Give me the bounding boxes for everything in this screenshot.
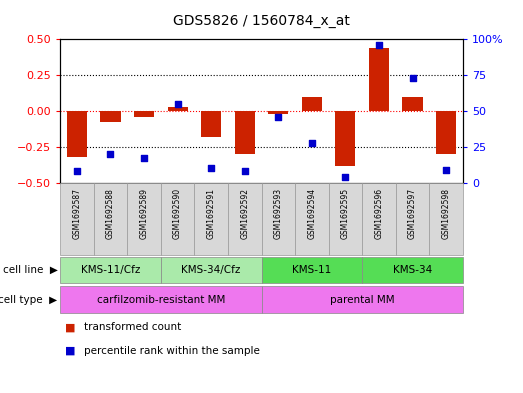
Text: GSM1692598: GSM1692598 — [441, 188, 451, 239]
Point — [442, 167, 450, 173]
Text: carfilzomib-resistant MM: carfilzomib-resistant MM — [97, 295, 225, 305]
Text: KMS-11: KMS-11 — [292, 265, 332, 275]
Bar — [60, 286, 262, 313]
Point — [408, 75, 417, 81]
Text: GSM1692594: GSM1692594 — [308, 188, 316, 239]
Bar — [295, 183, 328, 255]
Text: ■: ■ — [65, 346, 76, 356]
Text: GSM1692596: GSM1692596 — [374, 188, 383, 239]
Text: KMS-34: KMS-34 — [393, 265, 432, 275]
Bar — [436, 111, 456, 154]
Bar — [60, 257, 161, 283]
Bar — [362, 183, 396, 255]
Bar — [235, 111, 255, 154]
Text: GSM1692588: GSM1692588 — [106, 188, 115, 239]
Bar — [302, 97, 322, 111]
Text: GSM1692587: GSM1692587 — [72, 188, 82, 239]
Bar — [195, 183, 228, 255]
Point — [308, 140, 316, 146]
Bar — [134, 111, 154, 117]
Bar — [429, 183, 463, 255]
Bar — [127, 183, 161, 255]
Bar — [369, 48, 389, 111]
Bar — [60, 183, 94, 255]
Bar — [94, 183, 127, 255]
Text: GSM1692593: GSM1692593 — [274, 188, 283, 239]
Text: percentile rank within the sample: percentile rank within the sample — [84, 346, 259, 356]
Bar — [262, 183, 295, 255]
Bar — [403, 97, 423, 111]
Bar — [328, 183, 362, 255]
Text: KMS-11/Cfz: KMS-11/Cfz — [81, 265, 140, 275]
Text: GDS5826 / 1560784_x_at: GDS5826 / 1560784_x_at — [173, 14, 350, 28]
Text: GSM1692590: GSM1692590 — [173, 188, 182, 239]
Point — [140, 155, 148, 162]
Bar — [362, 257, 463, 283]
Point — [274, 114, 282, 120]
Text: GSM1692592: GSM1692592 — [240, 188, 249, 239]
Bar — [167, 107, 188, 111]
Point — [207, 165, 215, 171]
Text: ■: ■ — [65, 322, 76, 332]
Point — [375, 42, 383, 48]
Point — [73, 168, 81, 174]
Text: transformed count: transformed count — [84, 322, 181, 332]
Bar — [100, 111, 120, 123]
Text: GSM1692591: GSM1692591 — [207, 188, 215, 239]
Point — [241, 168, 249, 174]
Text: GSM1692595: GSM1692595 — [341, 188, 350, 239]
Text: cell type  ▶: cell type ▶ — [0, 295, 58, 305]
Bar — [262, 257, 362, 283]
Text: GSM1692597: GSM1692597 — [408, 188, 417, 239]
Point — [106, 151, 115, 157]
Bar — [268, 111, 288, 114]
Text: KMS-34/Cfz: KMS-34/Cfz — [181, 265, 241, 275]
Bar — [201, 111, 221, 137]
Bar — [161, 183, 195, 255]
Bar — [335, 111, 356, 165]
Text: cell line  ▶: cell line ▶ — [3, 265, 58, 275]
Point — [174, 101, 182, 107]
Bar — [67, 111, 87, 157]
Bar — [161, 257, 262, 283]
Bar — [228, 183, 262, 255]
Bar — [396, 183, 429, 255]
Bar — [262, 286, 463, 313]
Text: GSM1692589: GSM1692589 — [140, 188, 149, 239]
Text: parental MM: parental MM — [330, 295, 394, 305]
Point — [341, 174, 349, 180]
